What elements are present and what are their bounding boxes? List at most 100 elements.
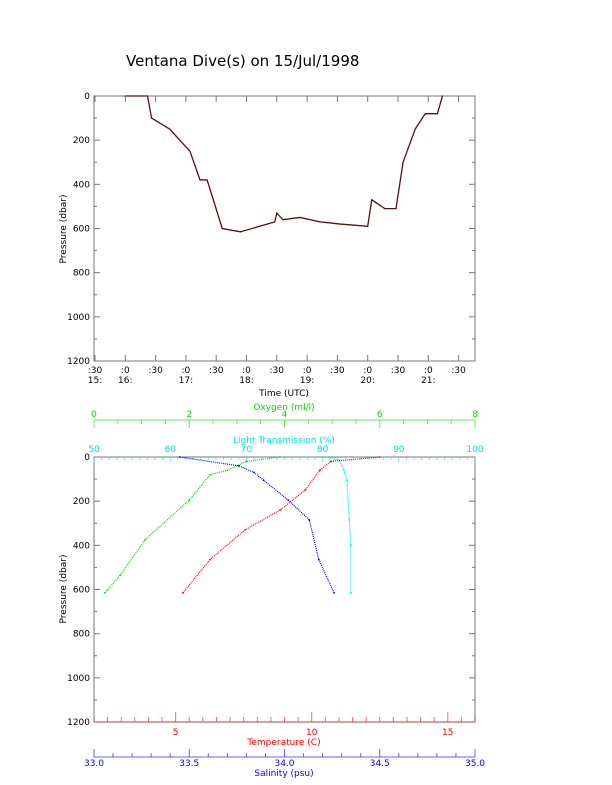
x-tick-label: :0 <box>242 366 251 376</box>
salinity-profile <box>179 456 335 594</box>
x-tick-hour-label: 21: <box>421 376 435 386</box>
oxygen-point <box>106 588 109 591</box>
x-tick-label: :0 <box>303 366 312 376</box>
salinity-tick-label: 34.0 <box>274 759 294 769</box>
temperature-tick-label: 5 <box>173 728 179 738</box>
y-tick-label: 600 <box>73 586 90 596</box>
oxygen-point <box>226 469 229 472</box>
salinity-axis-title: Salinity (psu) <box>254 769 313 779</box>
y-tick-label: 0 <box>84 453 90 463</box>
temperature-point <box>318 469 321 472</box>
oxygen-tick-label: 4 <box>282 410 288 420</box>
pressure-point <box>199 179 201 181</box>
y-tick-label: 800 <box>73 269 90 279</box>
pressure-point <box>239 231 242 233</box>
x-tick-hour-label: 19: <box>300 376 314 386</box>
light-transmission-point <box>343 469 345 472</box>
pressure-point <box>259 225 261 227</box>
pressure-point <box>299 216 301 219</box>
light-axis-title: Light Transmission (%) <box>233 436 335 446</box>
salinity-point <box>178 456 181 458</box>
temperature-tick-label: 15 <box>442 728 453 738</box>
pressure-point <box>276 212 278 214</box>
salinity-point <box>333 591 335 594</box>
temperature-point <box>378 456 381 458</box>
y-tick-label: 200 <box>73 497 90 507</box>
temperature-tick-label: 10 <box>306 728 318 738</box>
light-tick-label: 70 <box>241 445 253 455</box>
pressure-point <box>414 128 416 130</box>
pressure-point <box>179 139 181 141</box>
pressure-point <box>274 221 276 223</box>
pressure-point <box>150 117 153 119</box>
light-tick-label: 100 <box>466 445 483 455</box>
pressure-point <box>436 113 438 115</box>
pressure-point <box>282 219 284 221</box>
oxygen-tick-label: 6 <box>377 410 383 420</box>
oxygen-point <box>104 591 106 594</box>
light-tick-label: 60 <box>164 445 176 455</box>
plot-frame-bottom <box>93 456 476 723</box>
y-tick-label: 600 <box>73 225 90 235</box>
x-tick-label: :30 <box>451 366 466 376</box>
light-transmission-point <box>348 519 351 521</box>
oxygen-point <box>278 456 281 458</box>
y-tick-label: 1200 <box>67 718 90 728</box>
x-tick-label: :30 <box>330 366 345 376</box>
x-tick-label: :30 <box>270 366 285 376</box>
y-tick-label: 200 <box>73 136 90 146</box>
pressure-point <box>169 128 171 130</box>
salinity-point <box>287 499 290 501</box>
x-tick-hour-label: 15: <box>88 376 102 386</box>
light-transmission-point <box>346 479 348 482</box>
pressure-point <box>402 161 404 163</box>
temperature-axis-title: Temperature (C) <box>246 738 320 748</box>
light-tick-label: 50 <box>88 445 100 455</box>
pressure-point <box>124 95 126 97</box>
x-tick-label: :30 <box>88 366 103 376</box>
x-axis-label: Time (UTC) <box>258 389 309 399</box>
oxygen-point <box>119 574 122 577</box>
pressure-point <box>206 179 208 181</box>
x-tick-label: :30 <box>148 366 163 376</box>
oxygen-axis-title: Oxygen (ml/l) <box>253 403 314 413</box>
pressure-point <box>189 150 191 152</box>
y-tick-label: 0 <box>84 92 90 102</box>
salinity-point <box>253 471 255 474</box>
x-tick-label: :30 <box>391 366 406 376</box>
y-axis-label: Pressure (dbar) <box>59 195 69 264</box>
salinity-tick-label: 33.5 <box>179 759 199 769</box>
temperature-point <box>329 460 332 463</box>
temperature-point <box>244 528 246 531</box>
light-tick-label: 80 <box>317 445 329 455</box>
salinity-tick-label: 34.5 <box>370 759 390 769</box>
temperature-point <box>182 591 184 594</box>
chart-title: Ventana Dive(s) on 15/Jul/1998 <box>126 52 359 70</box>
x-tick-label: :0 <box>182 366 191 376</box>
pressure-point <box>384 208 386 210</box>
x-tick-label: :0 <box>363 366 372 376</box>
oxygen-point <box>209 473 212 476</box>
x-tick-hour-label: 20: <box>360 376 374 386</box>
light-transmission-point <box>349 544 352 547</box>
temperature-point <box>209 558 211 561</box>
x-tick-hour-label: 17: <box>179 376 193 386</box>
salinity-tick-label: 33.0 <box>84 759 104 769</box>
salinity-point <box>308 519 311 521</box>
oxygen-tick-label: 0 <box>91 410 97 420</box>
pressure-point <box>339 223 342 225</box>
pressure-point <box>367 225 369 227</box>
oxygen-point <box>245 460 248 463</box>
x-tick-label: :30 <box>209 366 224 376</box>
pressure-point <box>146 95 149 97</box>
pressure-point <box>371 199 373 201</box>
salinity-point <box>237 464 240 467</box>
y-tick-label: 400 <box>73 541 90 551</box>
pressure-point <box>441 95 444 97</box>
pressure-series-line <box>125 95 444 233</box>
x-tick-hour-label: 16: <box>118 376 132 386</box>
y-tick-label: 1200 <box>67 357 90 367</box>
light-transmission-profile <box>328 456 352 593</box>
